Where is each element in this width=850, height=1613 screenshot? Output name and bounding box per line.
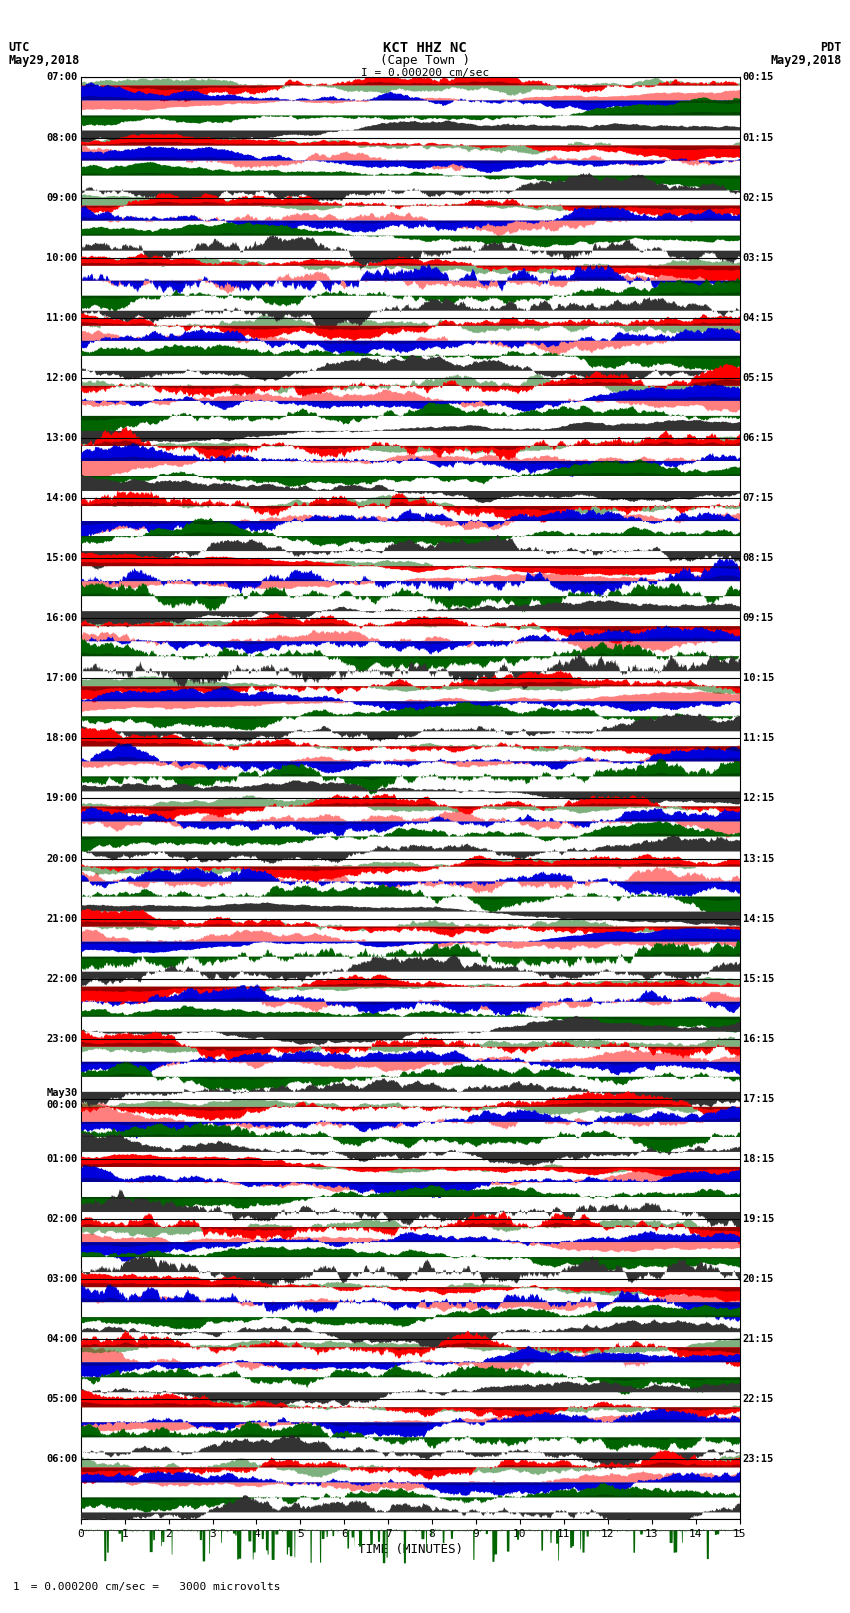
Text: May30
00:00: May30 00:00 [46, 1089, 77, 1110]
Text: 17:15: 17:15 [743, 1094, 774, 1103]
Text: 22:15: 22:15 [743, 1394, 774, 1405]
Text: 21:15: 21:15 [743, 1334, 774, 1344]
Text: 00:15: 00:15 [743, 73, 774, 82]
Text: 01:00: 01:00 [46, 1153, 77, 1165]
Text: = 0.000200 cm/sec =   3000 microvolts: = 0.000200 cm/sec = 3000 microvolts [24, 1582, 280, 1592]
Text: 11:15: 11:15 [743, 734, 774, 744]
Text: 07:00: 07:00 [46, 73, 77, 82]
Text: 18:15: 18:15 [743, 1153, 774, 1165]
Text: 23:15: 23:15 [743, 1455, 774, 1465]
Text: 17:00: 17:00 [46, 673, 77, 684]
Text: 04:00: 04:00 [46, 1334, 77, 1344]
Text: 12:15: 12:15 [743, 794, 774, 803]
Text: 15:15: 15:15 [743, 974, 774, 984]
Text: 09:15: 09:15 [743, 613, 774, 623]
Text: 08:15: 08:15 [743, 553, 774, 563]
Text: KCT HHZ NC: KCT HHZ NC [383, 40, 467, 55]
Text: 11:00: 11:00 [46, 313, 77, 323]
Text: 02:00: 02:00 [46, 1215, 77, 1224]
Text: 1: 1 [13, 1582, 20, 1592]
Text: 06:15: 06:15 [743, 432, 774, 444]
Text: 05:00: 05:00 [46, 1394, 77, 1405]
Text: May29,2018: May29,2018 [8, 53, 80, 68]
Text: 10:00: 10:00 [46, 253, 77, 263]
Text: 14:15: 14:15 [743, 913, 774, 924]
Text: 10:15: 10:15 [743, 673, 774, 684]
Text: 14:00: 14:00 [46, 494, 77, 503]
Text: 13:00: 13:00 [46, 432, 77, 444]
Text: May29,2018: May29,2018 [770, 53, 842, 68]
Text: 18:00: 18:00 [46, 734, 77, 744]
Text: 23:00: 23:00 [46, 1034, 77, 1044]
Text: 02:15: 02:15 [743, 192, 774, 203]
Text: 16:00: 16:00 [46, 613, 77, 623]
Text: 19:00: 19:00 [46, 794, 77, 803]
Text: I = 0.000200 cm/sec: I = 0.000200 cm/sec [361, 68, 489, 77]
Text: UTC: UTC [8, 40, 30, 55]
Text: 21:00: 21:00 [46, 913, 77, 924]
Text: 05:15: 05:15 [743, 373, 774, 382]
Text: 15:00: 15:00 [46, 553, 77, 563]
Text: 03:00: 03:00 [46, 1274, 77, 1284]
Text: 12:00: 12:00 [46, 373, 77, 382]
Text: 01:15: 01:15 [743, 132, 774, 142]
Text: PDT: PDT [820, 40, 842, 55]
Text: 20:00: 20:00 [46, 853, 77, 863]
Text: 04:15: 04:15 [743, 313, 774, 323]
Text: 07:15: 07:15 [743, 494, 774, 503]
Text: 09:00: 09:00 [46, 192, 77, 203]
Text: 06:00: 06:00 [46, 1455, 77, 1465]
Text: 20:15: 20:15 [743, 1274, 774, 1284]
X-axis label: TIME (MINUTES): TIME (MINUTES) [358, 1544, 462, 1557]
Text: 13:15: 13:15 [743, 853, 774, 863]
Text: 22:00: 22:00 [46, 974, 77, 984]
Text: 08:00: 08:00 [46, 132, 77, 142]
Text: 03:15: 03:15 [743, 253, 774, 263]
Text: 16:15: 16:15 [743, 1034, 774, 1044]
Text: 19:15: 19:15 [743, 1215, 774, 1224]
Text: (Cape Town ): (Cape Town ) [380, 53, 470, 68]
